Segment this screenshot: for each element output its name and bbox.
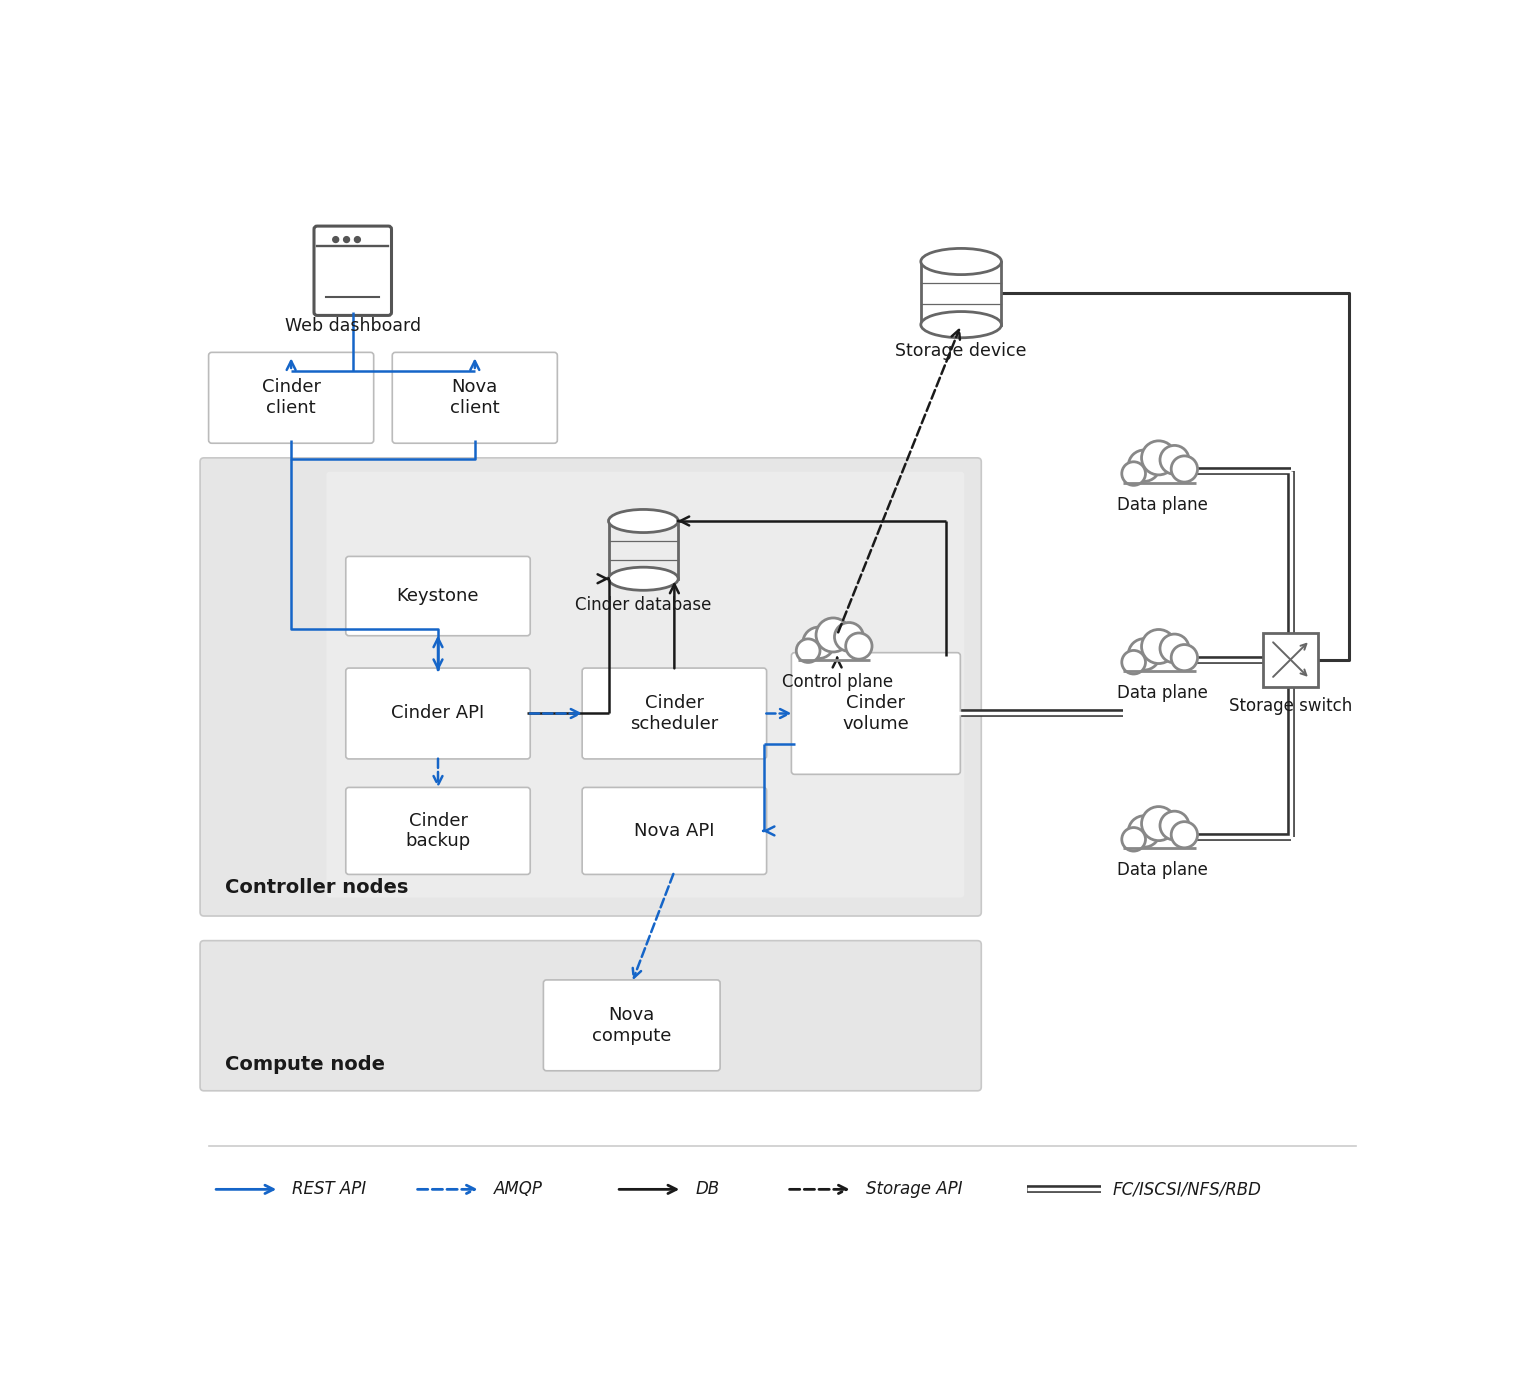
FancyBboxPatch shape xyxy=(582,669,766,759)
Circle shape xyxy=(1122,461,1146,485)
Circle shape xyxy=(1122,651,1146,674)
Ellipse shape xyxy=(921,311,1002,338)
Text: AMQP: AMQP xyxy=(494,1180,543,1198)
Text: DB: DB xyxy=(695,1180,719,1198)
Text: Keystone: Keystone xyxy=(397,587,479,605)
Text: Data plane: Data plane xyxy=(1117,862,1208,880)
Text: Cinder
scheduler: Cinder scheduler xyxy=(631,694,719,733)
Circle shape xyxy=(845,632,872,659)
Text: Control plane: Control plane xyxy=(781,673,892,691)
Circle shape xyxy=(1128,816,1160,847)
Circle shape xyxy=(1142,806,1176,841)
Circle shape xyxy=(354,236,360,242)
Text: Storage API: Storage API xyxy=(866,1180,962,1198)
FancyBboxPatch shape xyxy=(345,669,530,759)
Circle shape xyxy=(1142,441,1176,475)
FancyBboxPatch shape xyxy=(1123,652,1196,671)
FancyBboxPatch shape xyxy=(345,787,530,874)
Circle shape xyxy=(834,623,863,652)
Circle shape xyxy=(1172,456,1198,482)
Text: Web dashboard: Web dashboard xyxy=(284,317,421,335)
FancyBboxPatch shape xyxy=(1123,828,1196,848)
Text: Cinder
backup: Cinder backup xyxy=(406,812,471,851)
Text: Controller nodes: Controller nodes xyxy=(225,877,409,897)
Text: Nova
client: Nova client xyxy=(450,378,500,417)
FancyBboxPatch shape xyxy=(544,980,720,1070)
Circle shape xyxy=(1172,645,1198,671)
Text: Cinder API: Cinder API xyxy=(391,705,485,723)
Text: Storage device: Storage device xyxy=(895,342,1028,360)
Ellipse shape xyxy=(608,567,678,591)
Circle shape xyxy=(796,639,819,663)
Circle shape xyxy=(1172,821,1198,848)
Text: Compute node: Compute node xyxy=(225,1055,385,1074)
Circle shape xyxy=(1160,634,1189,663)
FancyBboxPatch shape xyxy=(327,471,964,898)
Circle shape xyxy=(816,619,850,652)
FancyBboxPatch shape xyxy=(798,641,869,660)
Ellipse shape xyxy=(608,510,678,532)
Circle shape xyxy=(1128,450,1160,481)
FancyBboxPatch shape xyxy=(1123,463,1196,482)
Circle shape xyxy=(803,627,834,659)
Circle shape xyxy=(1160,812,1189,840)
Text: FC/ISCSI/NFS/RBD: FC/ISCSI/NFS/RBD xyxy=(1113,1180,1262,1198)
Text: Data plane: Data plane xyxy=(1117,684,1208,702)
Circle shape xyxy=(344,236,350,242)
Text: REST API: REST API xyxy=(292,1180,366,1198)
Text: Cinder
volume: Cinder volume xyxy=(842,694,909,733)
Text: Cinder
client: Cinder client xyxy=(261,378,321,417)
Circle shape xyxy=(1160,445,1189,474)
Text: Nova
compute: Nova compute xyxy=(593,1006,672,1045)
Bar xyxy=(1263,632,1318,687)
FancyBboxPatch shape xyxy=(792,653,961,774)
FancyBboxPatch shape xyxy=(345,556,530,635)
FancyBboxPatch shape xyxy=(208,353,374,443)
Text: Nova API: Nova API xyxy=(634,821,714,840)
FancyBboxPatch shape xyxy=(315,227,392,316)
Text: Data plane: Data plane xyxy=(1117,496,1208,513)
FancyBboxPatch shape xyxy=(392,353,558,443)
Circle shape xyxy=(1142,630,1176,663)
Ellipse shape xyxy=(921,249,1002,275)
Text: Cinder database: Cinder database xyxy=(575,596,711,614)
Circle shape xyxy=(1128,638,1160,670)
Circle shape xyxy=(333,236,339,242)
Circle shape xyxy=(1122,827,1146,851)
FancyBboxPatch shape xyxy=(582,787,766,874)
Text: Storage switch: Storage switch xyxy=(1228,698,1353,716)
FancyBboxPatch shape xyxy=(201,457,982,916)
FancyBboxPatch shape xyxy=(201,941,982,1091)
